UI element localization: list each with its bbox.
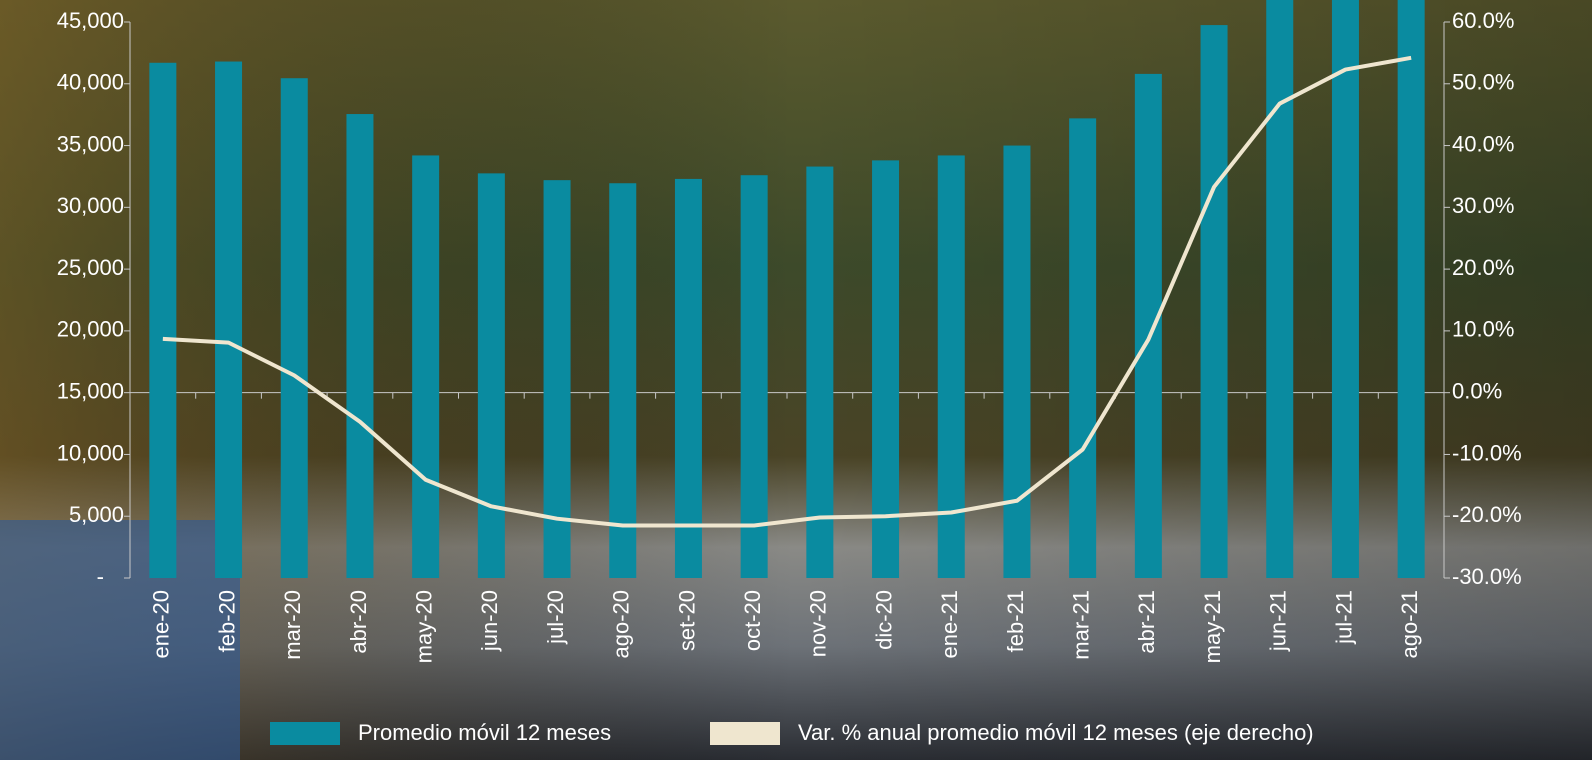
y-tick-label: 40,000 xyxy=(57,70,124,95)
y2-tick-label: 20.0% xyxy=(1452,255,1514,280)
bar xyxy=(1003,145,1031,579)
y2-tick-label: -30.0% xyxy=(1452,564,1522,589)
x-tick-label: may-20 xyxy=(411,590,436,663)
y2-tick-label: 60.0% xyxy=(1452,8,1514,33)
bar xyxy=(1331,0,1359,579)
bar xyxy=(1134,73,1162,578)
y2-tick-label: 40.0% xyxy=(1452,131,1514,156)
y2-tick-label: 0.0% xyxy=(1452,378,1502,403)
bar xyxy=(806,166,834,578)
line xyxy=(162,55,1412,528)
x-tick-label: oct-20 xyxy=(740,590,765,651)
bar xyxy=(149,62,177,579)
legend-label: Promedio móvil 12 meses xyxy=(358,720,611,745)
bar xyxy=(609,183,637,579)
x-tick-label: jun-20 xyxy=(477,590,502,652)
y-tick-label: 5,000 xyxy=(69,502,124,527)
bar xyxy=(937,155,965,578)
bar xyxy=(215,61,243,578)
y-tick-label: 35,000 xyxy=(57,131,124,156)
y2-tick-label: -10.0% xyxy=(1452,440,1522,465)
bar xyxy=(872,160,900,579)
x-tick-label: feb-20 xyxy=(214,590,239,652)
x-tick-label: mar-20 xyxy=(280,590,305,660)
x-tick-label: ago-21 xyxy=(1397,590,1422,659)
legend-swatch xyxy=(710,722,780,745)
x-tick-label: dic-20 xyxy=(871,590,896,650)
bar xyxy=(1069,118,1097,578)
y2-tick-label: -20.0% xyxy=(1452,502,1522,527)
y-tick-label: 25,000 xyxy=(57,255,124,280)
x-tick-label: abr-20 xyxy=(346,590,371,654)
x-tick-label: set-20 xyxy=(674,590,699,651)
x-tick-label: ago-20 xyxy=(609,590,634,659)
bar xyxy=(740,175,768,578)
y-tick-label: 10,000 xyxy=(57,440,124,465)
y2-tick-label: 10.0% xyxy=(1452,317,1514,342)
x-tick-label: jun-21 xyxy=(1266,590,1291,652)
bar xyxy=(543,180,571,578)
y-tick-label: - xyxy=(97,564,104,589)
y-tick-label: 30,000 xyxy=(57,193,124,218)
bar xyxy=(412,155,440,578)
y2-tick-label: 50.0% xyxy=(1452,70,1514,95)
x-tick-label: jul-20 xyxy=(543,590,568,645)
bar xyxy=(280,78,308,579)
x-tick-label: ene-21 xyxy=(937,590,962,659)
y2-tick-label: 30.0% xyxy=(1452,193,1514,218)
y-tick-label: 15,000 xyxy=(57,378,124,403)
y-tick-label: 45,000 xyxy=(57,8,124,33)
x-tick-label: jul-21 xyxy=(1331,590,1356,645)
background-car xyxy=(0,520,240,760)
bar xyxy=(674,178,702,578)
legend-label: Var. % anual promedio móvil 12 meses (ej… xyxy=(798,720,1314,745)
x-tick-label: nov-20 xyxy=(806,590,831,657)
y-tick-label: 20,000 xyxy=(57,317,124,342)
bar xyxy=(1200,25,1228,579)
bar xyxy=(1266,0,1294,579)
bar xyxy=(477,173,505,578)
x-tick-label: feb-21 xyxy=(1003,590,1028,652)
bar xyxy=(346,114,374,578)
x-tick-label: ene-20 xyxy=(149,590,174,659)
bar xyxy=(1397,0,1425,579)
legend-swatch xyxy=(270,722,340,745)
x-tick-label: abr-21 xyxy=(1134,590,1159,654)
x-tick-label: may-21 xyxy=(1200,590,1225,663)
x-tick-label: mar-21 xyxy=(1068,590,1093,660)
